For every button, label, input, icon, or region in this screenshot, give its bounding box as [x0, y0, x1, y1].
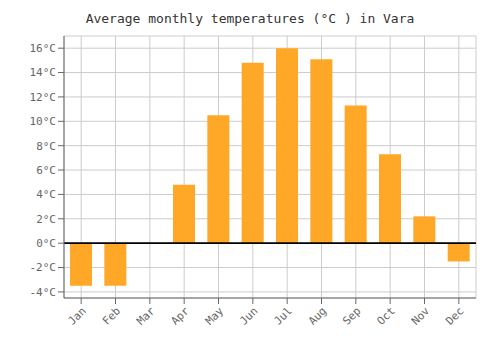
svg-text:-2°C: -2°C: [30, 261, 57, 274]
svg-text:Jun: Jun: [237, 304, 260, 327]
svg-text:16°C: 16°C: [30, 42, 57, 55]
svg-text:May: May: [203, 304, 227, 328]
svg-text:Aug: Aug: [306, 304, 329, 327]
svg-text:12°C: 12°C: [30, 91, 57, 104]
svg-text:Oct: Oct: [375, 304, 398, 327]
svg-text:Sep: Sep: [340, 304, 363, 327]
svg-text:Mar: Mar: [134, 304, 158, 328]
svg-text:-4°C: -4°C: [30, 286, 57, 299]
svg-text:Nov: Nov: [409, 304, 433, 328]
svg-text:2°C: 2°C: [36, 213, 56, 226]
html-text:Average monthly temperatures (: Average monthly temperatures (°C ) in Va…: [85, 11, 415, 26]
svg-text:Dec: Dec: [443, 304, 466, 327]
svg-text:Jul: Jul: [272, 304, 295, 327]
svg-text:10°C: 10°C: [30, 115, 57, 128]
svg-text:6°C: 6°C: [36, 164, 56, 177]
svg-text:Feb: Feb: [100, 304, 123, 327]
svg-text:0°C: 0°C: [36, 237, 56, 250]
svg-text:4°C: 4°C: [36, 188, 56, 201]
svg-text:Jan: Jan: [66, 304, 89, 327]
svg-text:8°C: 8°C: [36, 140, 56, 153]
svg-text:Apr: Apr: [169, 304, 193, 328]
svg-text:14°C: 14°C: [30, 66, 57, 79]
